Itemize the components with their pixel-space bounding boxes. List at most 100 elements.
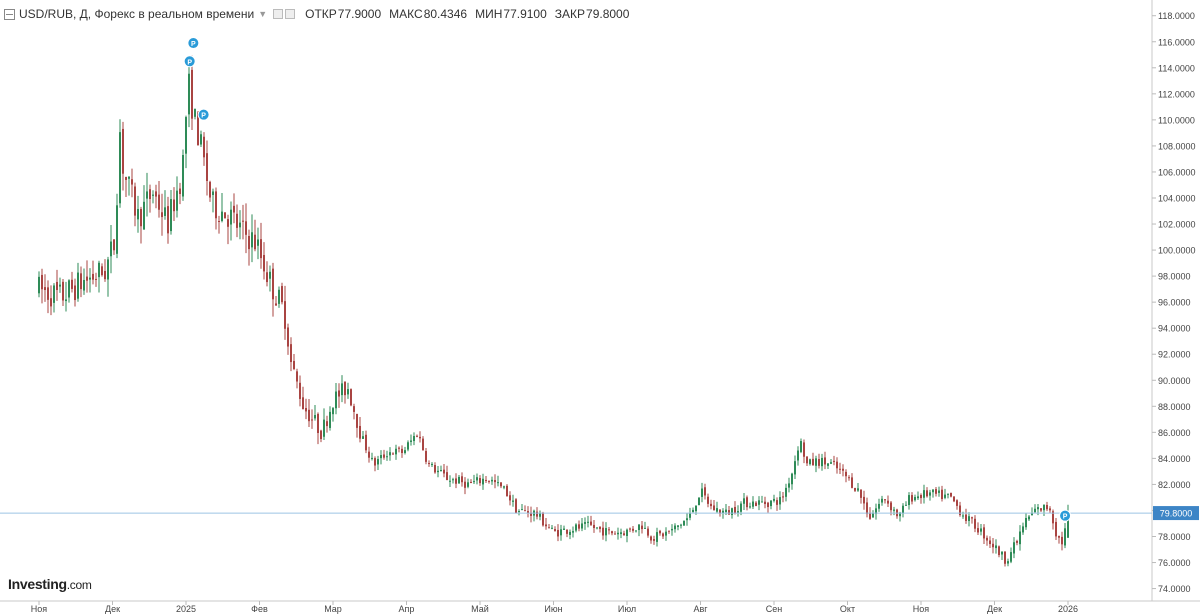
candle-body [1004,551,1006,564]
candle-body [593,524,595,529]
p-marker-label: P [187,59,192,66]
x-tick-label: Май [471,604,489,614]
candle-body [269,271,271,279]
candle-body [1013,542,1015,554]
collapse-icon[interactable] [4,8,15,20]
candle-body [713,505,715,511]
candle-body [365,434,367,451]
candle-body [128,176,130,179]
candle-body [1028,516,1030,520]
candle-body [392,453,394,455]
candle-body [782,496,784,498]
y-tick-label: 98.0000 [1158,272,1191,282]
candle-body [935,489,937,494]
candle-body [590,521,592,525]
candle-body [455,478,457,484]
candle-body [119,132,121,204]
y-tick-label: 112.0000 [1158,89,1195,99]
candle-body [569,531,571,535]
candle-body [371,457,373,459]
candle-body [725,509,727,513]
candle-body [407,442,409,450]
candle-body [293,360,295,369]
chevron-down-icon[interactable]: ▼ [258,9,268,19]
candle-body [1037,507,1039,510]
candle-body [233,205,235,213]
settings-square-icon[interactable] [273,9,284,19]
candle-body [518,511,520,513]
candle-body [959,505,961,516]
x-tick-label: Фев [251,604,268,614]
candle-body [266,272,268,283]
candle-body [206,153,208,182]
candle-body [551,527,553,529]
close-value: 79.8000 [586,7,630,21]
p-marker [197,108,210,121]
x-tick-label: Ноя [913,604,930,614]
candle-body [80,273,82,290]
y-tick-label: 106.0000 [1158,167,1196,177]
candle-body [692,509,694,513]
logo-name: Investing [8,576,67,592]
settings-square-icon[interactable] [285,9,296,19]
candle-body [560,529,562,536]
candle-body [356,413,358,428]
candle-body [410,440,412,442]
candle-body [779,497,781,505]
candle-body [104,270,106,280]
candle-body [113,239,115,251]
candle-body [176,190,178,211]
candle-body [425,451,427,462]
close-label: ЗАКР [554,7,586,21]
candle-body [758,500,760,505]
candle-body [320,430,322,440]
candle-body [962,515,964,517]
candle-body [323,419,325,437]
candle-body [815,458,817,466]
candle-body [806,456,808,464]
candle-body [1007,561,1009,564]
candle-body [809,459,811,465]
candle-body [851,477,853,488]
candle-body [800,441,802,452]
candle-body [689,513,691,518]
candle-body [317,413,319,434]
candle-body [563,528,565,530]
candle-body [302,397,304,409]
candle-body [785,487,787,497]
candle-body [350,389,352,406]
candle-body [338,390,340,397]
candle-body [941,489,943,500]
candle-body [683,520,685,526]
candle-body [746,497,748,508]
candle-body [503,486,505,488]
candle-body [296,371,298,382]
candle-body [137,208,139,220]
candle-body [707,496,709,504]
candle-body [719,509,721,514]
candle-body [695,505,697,512]
candle-body [500,482,502,487]
candle-body [998,546,1000,556]
candle-body [56,281,58,291]
y-tick-label: 114.0000 [1158,63,1195,73]
candle-body [1016,541,1018,543]
y-tick-label: 102.0000 [1158,220,1196,230]
candle-body [749,506,751,508]
candle-body [98,262,100,278]
candle-body [740,503,742,512]
candle-body [818,459,820,466]
candle-body [161,212,163,218]
candle-body [977,528,979,533]
candle-body [1061,536,1063,545]
x-tick-label: Сен [766,604,783,614]
y-tick-label: 110.0000 [1158,115,1195,125]
candle-body [290,344,292,363]
candle-body [722,510,724,514]
y-tick-label: 78.0000 [1158,532,1191,542]
y-tick-label: 116.0000 [1158,37,1195,47]
y-tick-label: 88.0000 [1158,402,1191,412]
candle-body [308,409,310,422]
candle-body [653,539,655,541]
